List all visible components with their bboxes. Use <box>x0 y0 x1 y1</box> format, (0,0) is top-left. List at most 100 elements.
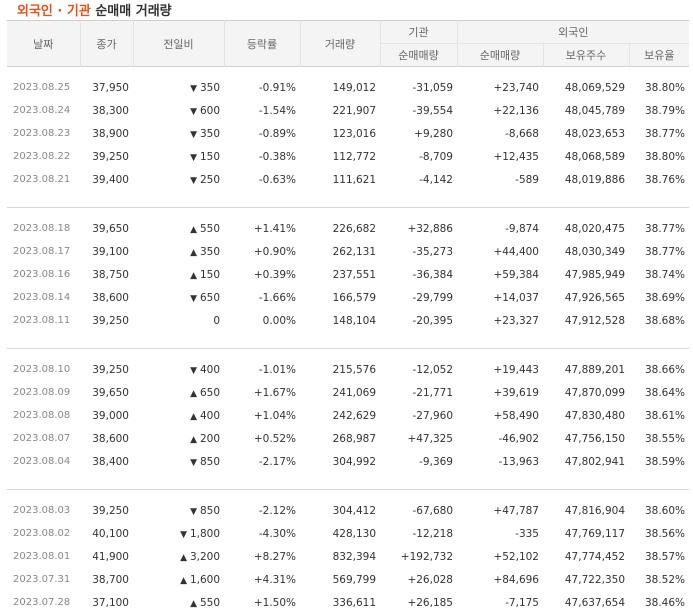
foreign-net-cell: -9,874 <box>457 217 543 240</box>
foreign-net-cell: +58,490 <box>457 404 543 427</box>
header-rate: 등락률 <box>224 21 300 67</box>
foreign-ratio-cell: 38.77% <box>629 122 689 145</box>
triangle-up-icon: ▲ <box>190 412 200 422</box>
close-cell: 39,650 <box>80 381 133 404</box>
foreign-net-cell: +19,443 <box>457 358 543 381</box>
change-value: 350 <box>200 128 220 140</box>
rate-cell: +1.04% <box>224 404 300 427</box>
foreign-net-cell: -589 <box>457 168 543 191</box>
foreign-holdings-cell: 47,816,904 <box>543 499 629 522</box>
close-cell: 38,700 <box>80 568 133 591</box>
volume-cell: 215,576 <box>300 358 380 381</box>
group-spacer <box>7 67 689 77</box>
foreign-ratio-cell: 38.55% <box>629 427 689 450</box>
foreign-net-cell: +14,037 <box>457 286 543 309</box>
foreign-net-cell: -8,668 <box>457 122 543 145</box>
foreign-ratio-cell: 38.56% <box>629 522 689 545</box>
date-cell: 2023.08.04 <box>7 450 80 473</box>
foreign-net-cell: +84,696 <box>457 568 543 591</box>
foreign-ratio-cell: 38.80% <box>629 145 689 168</box>
triangle-down-icon: ▼ <box>190 507 200 517</box>
foreign-net-cell: +47,787 <box>457 499 543 522</box>
foreign-holdings-cell: 47,637,654 <box>543 591 629 614</box>
volume-cell: 221,907 <box>300 99 380 122</box>
rate-cell: -0.38% <box>224 145 300 168</box>
institution-net-cell: -21,771 <box>380 381 457 404</box>
volume-cell: 226,682 <box>300 217 380 240</box>
volume-cell: 304,412 <box>300 499 380 522</box>
triangle-down-icon: ▼ <box>190 366 200 376</box>
date-cell: 2023.08.25 <box>7 76 80 99</box>
triangle-up-icon: ▲ <box>190 599 200 609</box>
foreign-ratio-cell: 38.68% <box>629 309 689 332</box>
institution-net-cell: -36,384 <box>380 263 457 286</box>
volume-cell: 428,130 <box>300 522 380 545</box>
change-value: 1,600 <box>190 574 220 586</box>
change-value: 1,800 <box>190 528 220 540</box>
rate-cell: +0.90% <box>224 240 300 263</box>
close-cell: 38,400 <box>80 450 133 473</box>
change-cell: ▲ 350 <box>133 240 224 263</box>
header-institution-net: 순매매량 <box>380 44 457 67</box>
change-value: 550 <box>200 223 220 235</box>
header-date: 날짜 <box>7 21 80 67</box>
foreign-net-cell: -335 <box>457 522 543 545</box>
institution-net-cell: -12,218 <box>380 522 457 545</box>
change-value: 150 <box>200 269 220 281</box>
header-institution-group: 기관 <box>380 21 457 44</box>
volume-cell: 166,579 <box>300 286 380 309</box>
institution-net-cell: -67,680 <box>380 499 457 522</box>
volume-cell: 569,799 <box>300 568 380 591</box>
change-cell: ▲ 200 <box>133 427 224 450</box>
date-cell: 2023.08.16 <box>7 263 80 286</box>
triangle-down-icon: ▼ <box>190 130 200 140</box>
foreign-ratio-cell: 38.57% <box>629 545 689 568</box>
triangle-down-icon: ▼ <box>190 153 200 163</box>
foreign-holdings-cell: 47,926,565 <box>543 286 629 309</box>
close-cell: 39,000 <box>80 404 133 427</box>
foreign-holdings-cell: 48,068,589 <box>543 145 629 168</box>
date-cell: 2023.08.17 <box>7 240 80 263</box>
close-cell: 41,900 <box>80 545 133 568</box>
rate-cell: +0.39% <box>224 263 300 286</box>
change-value: 600 <box>200 105 220 117</box>
change-value: 0 <box>213 315 220 327</box>
close-cell: 37,950 <box>80 76 133 99</box>
rate-cell: +1.67% <box>224 381 300 404</box>
header-volume: 거래량 <box>300 21 380 67</box>
change-cell: ▲ 550 <box>133 217 224 240</box>
change-value: 650 <box>200 387 220 399</box>
group-divider <box>7 332 689 349</box>
foreign-ratio-cell: 38.74% <box>629 263 689 286</box>
foreign-holdings-cell: 47,802,941 <box>543 450 629 473</box>
triangle-up-icon: ▲ <box>180 553 190 563</box>
foreign-ratio-cell: 38.52% <box>629 568 689 591</box>
date-cell: 2023.07.31 <box>7 568 80 591</box>
foreign-holdings-cell: 47,769,117 <box>543 522 629 545</box>
institution-net-cell: +26,185 <box>380 591 457 614</box>
header-close: 종가 <box>80 21 133 67</box>
volume-cell: 148,104 <box>300 309 380 332</box>
foreign-ratio-cell: 38.77% <box>629 240 689 263</box>
change-cell: ▼ 250 <box>133 168 224 191</box>
volume-cell: 242,629 <box>300 404 380 427</box>
change-cell: ▼ 600 <box>133 99 224 122</box>
rate-cell: +1.50% <box>224 591 300 614</box>
volume-cell: 237,551 <box>300 263 380 286</box>
date-cell: 2023.08.02 <box>7 522 80 545</box>
close-cell: 39,100 <box>80 240 133 263</box>
change-cell: ▼ 350 <box>133 122 224 145</box>
foreign-holdings-cell: 47,756,150 <box>543 427 629 450</box>
foreign-holdings-cell: 48,045,789 <box>543 99 629 122</box>
